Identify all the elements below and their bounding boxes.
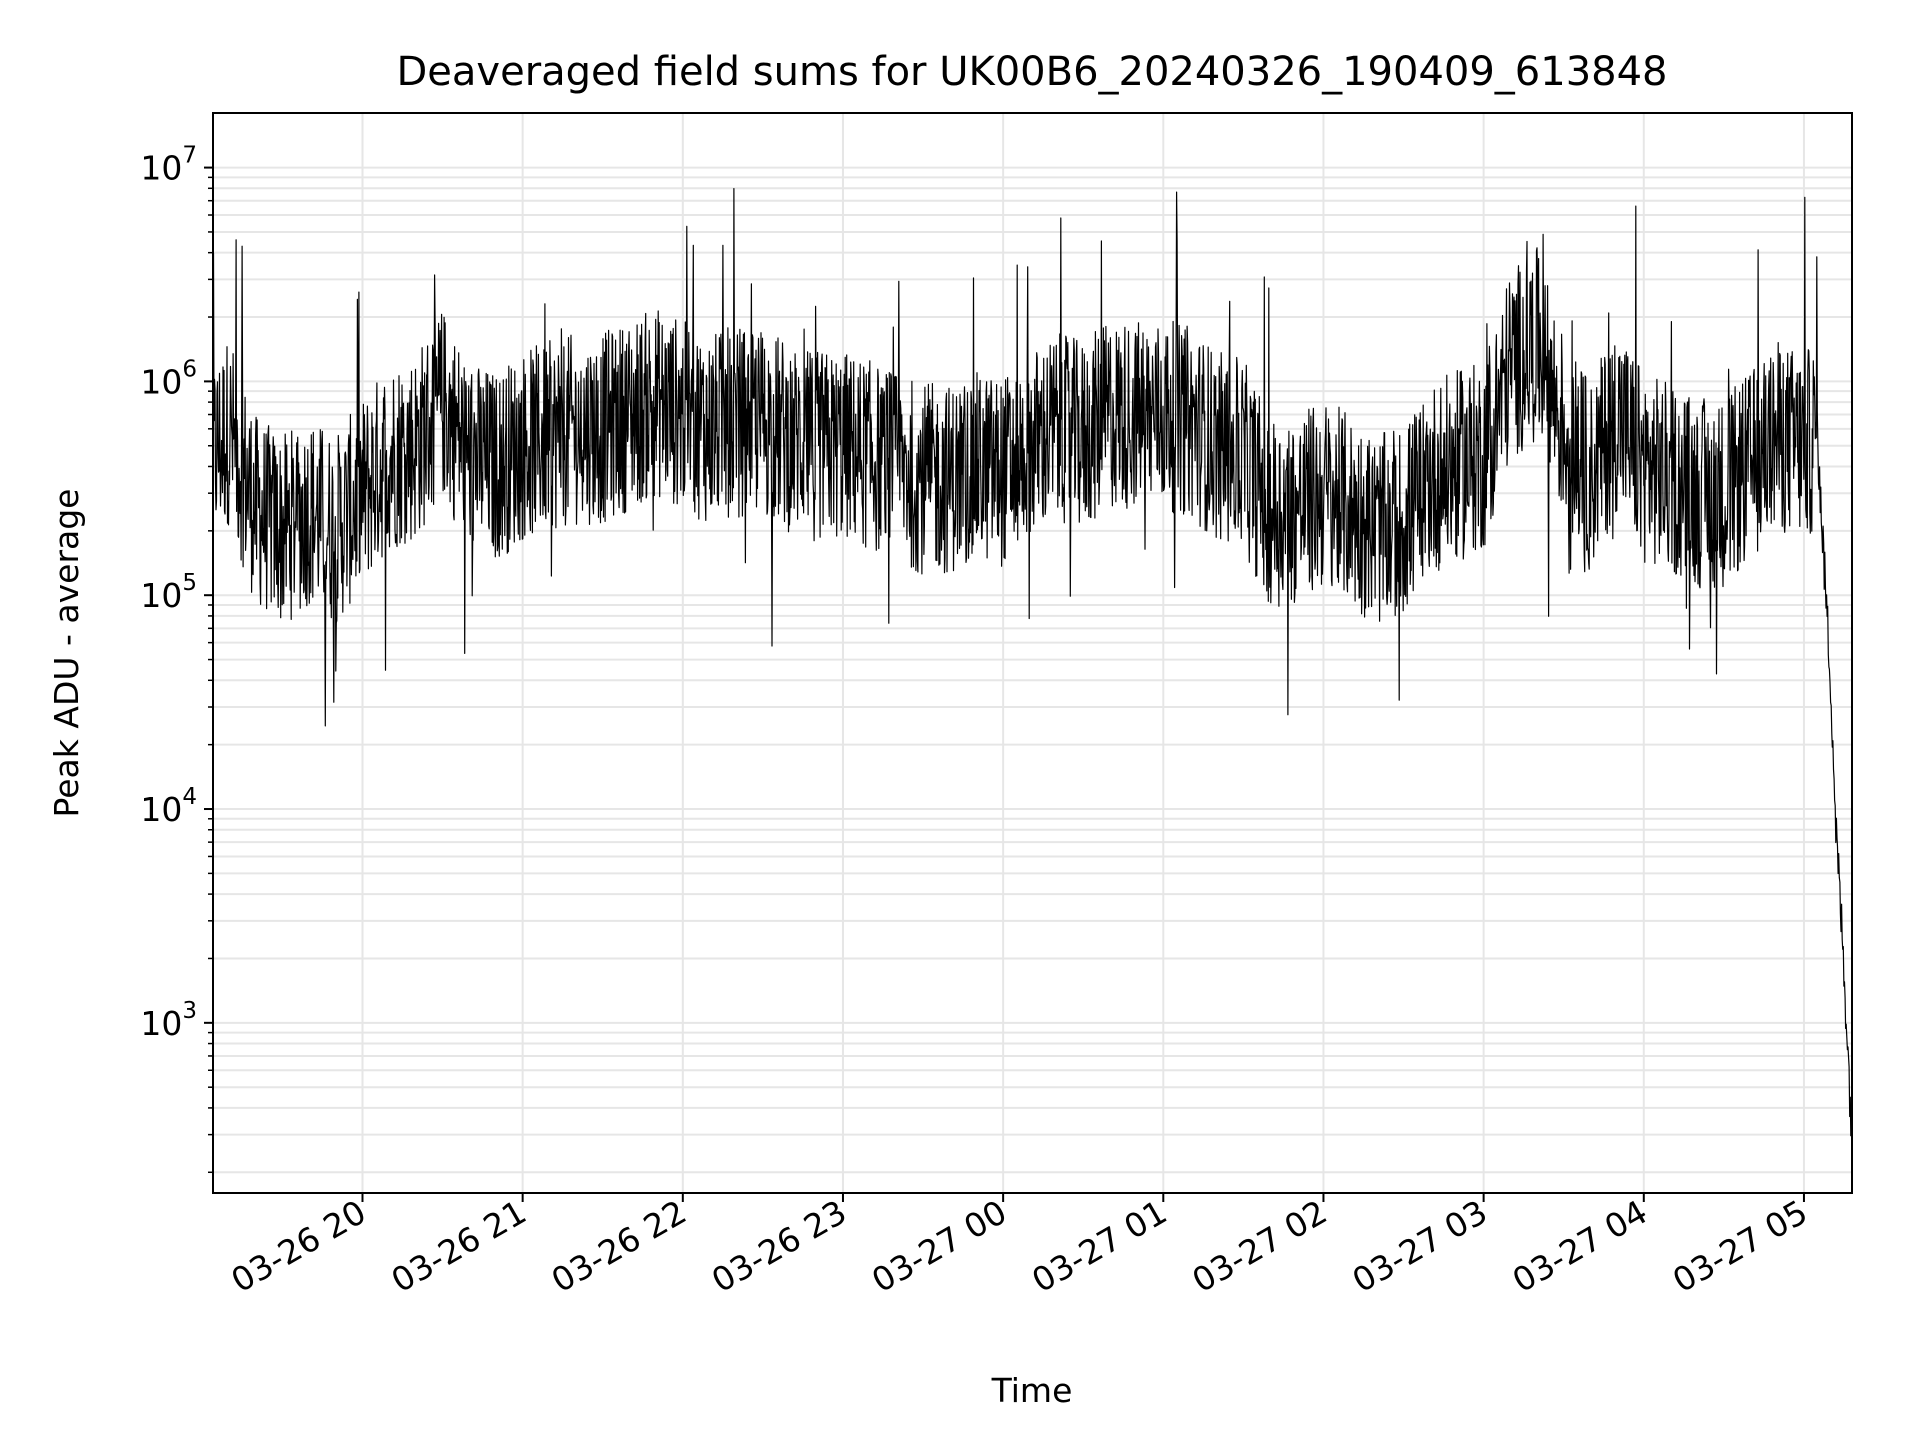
series-line xyxy=(212,188,1853,1142)
y-axis: 103 104 105 106 107 xyxy=(140,143,213,1174)
chart-title: Deaveraged field sums for UK00B6_2024032… xyxy=(397,49,1668,95)
y-tick-label: 107 xyxy=(140,143,197,188)
y-axis-label: Peak ADU - average xyxy=(47,489,86,818)
y-tick-label: 104 xyxy=(140,784,197,829)
x-axis-label: Time xyxy=(991,1371,1073,1410)
y-tick-label: 103 xyxy=(140,998,197,1043)
y-tick-label: 105 xyxy=(140,570,197,615)
y-tick-label: 106 xyxy=(140,356,197,401)
grid xyxy=(213,113,1852,1193)
data-series xyxy=(212,188,1853,1142)
plot-frame xyxy=(212,112,1853,1194)
